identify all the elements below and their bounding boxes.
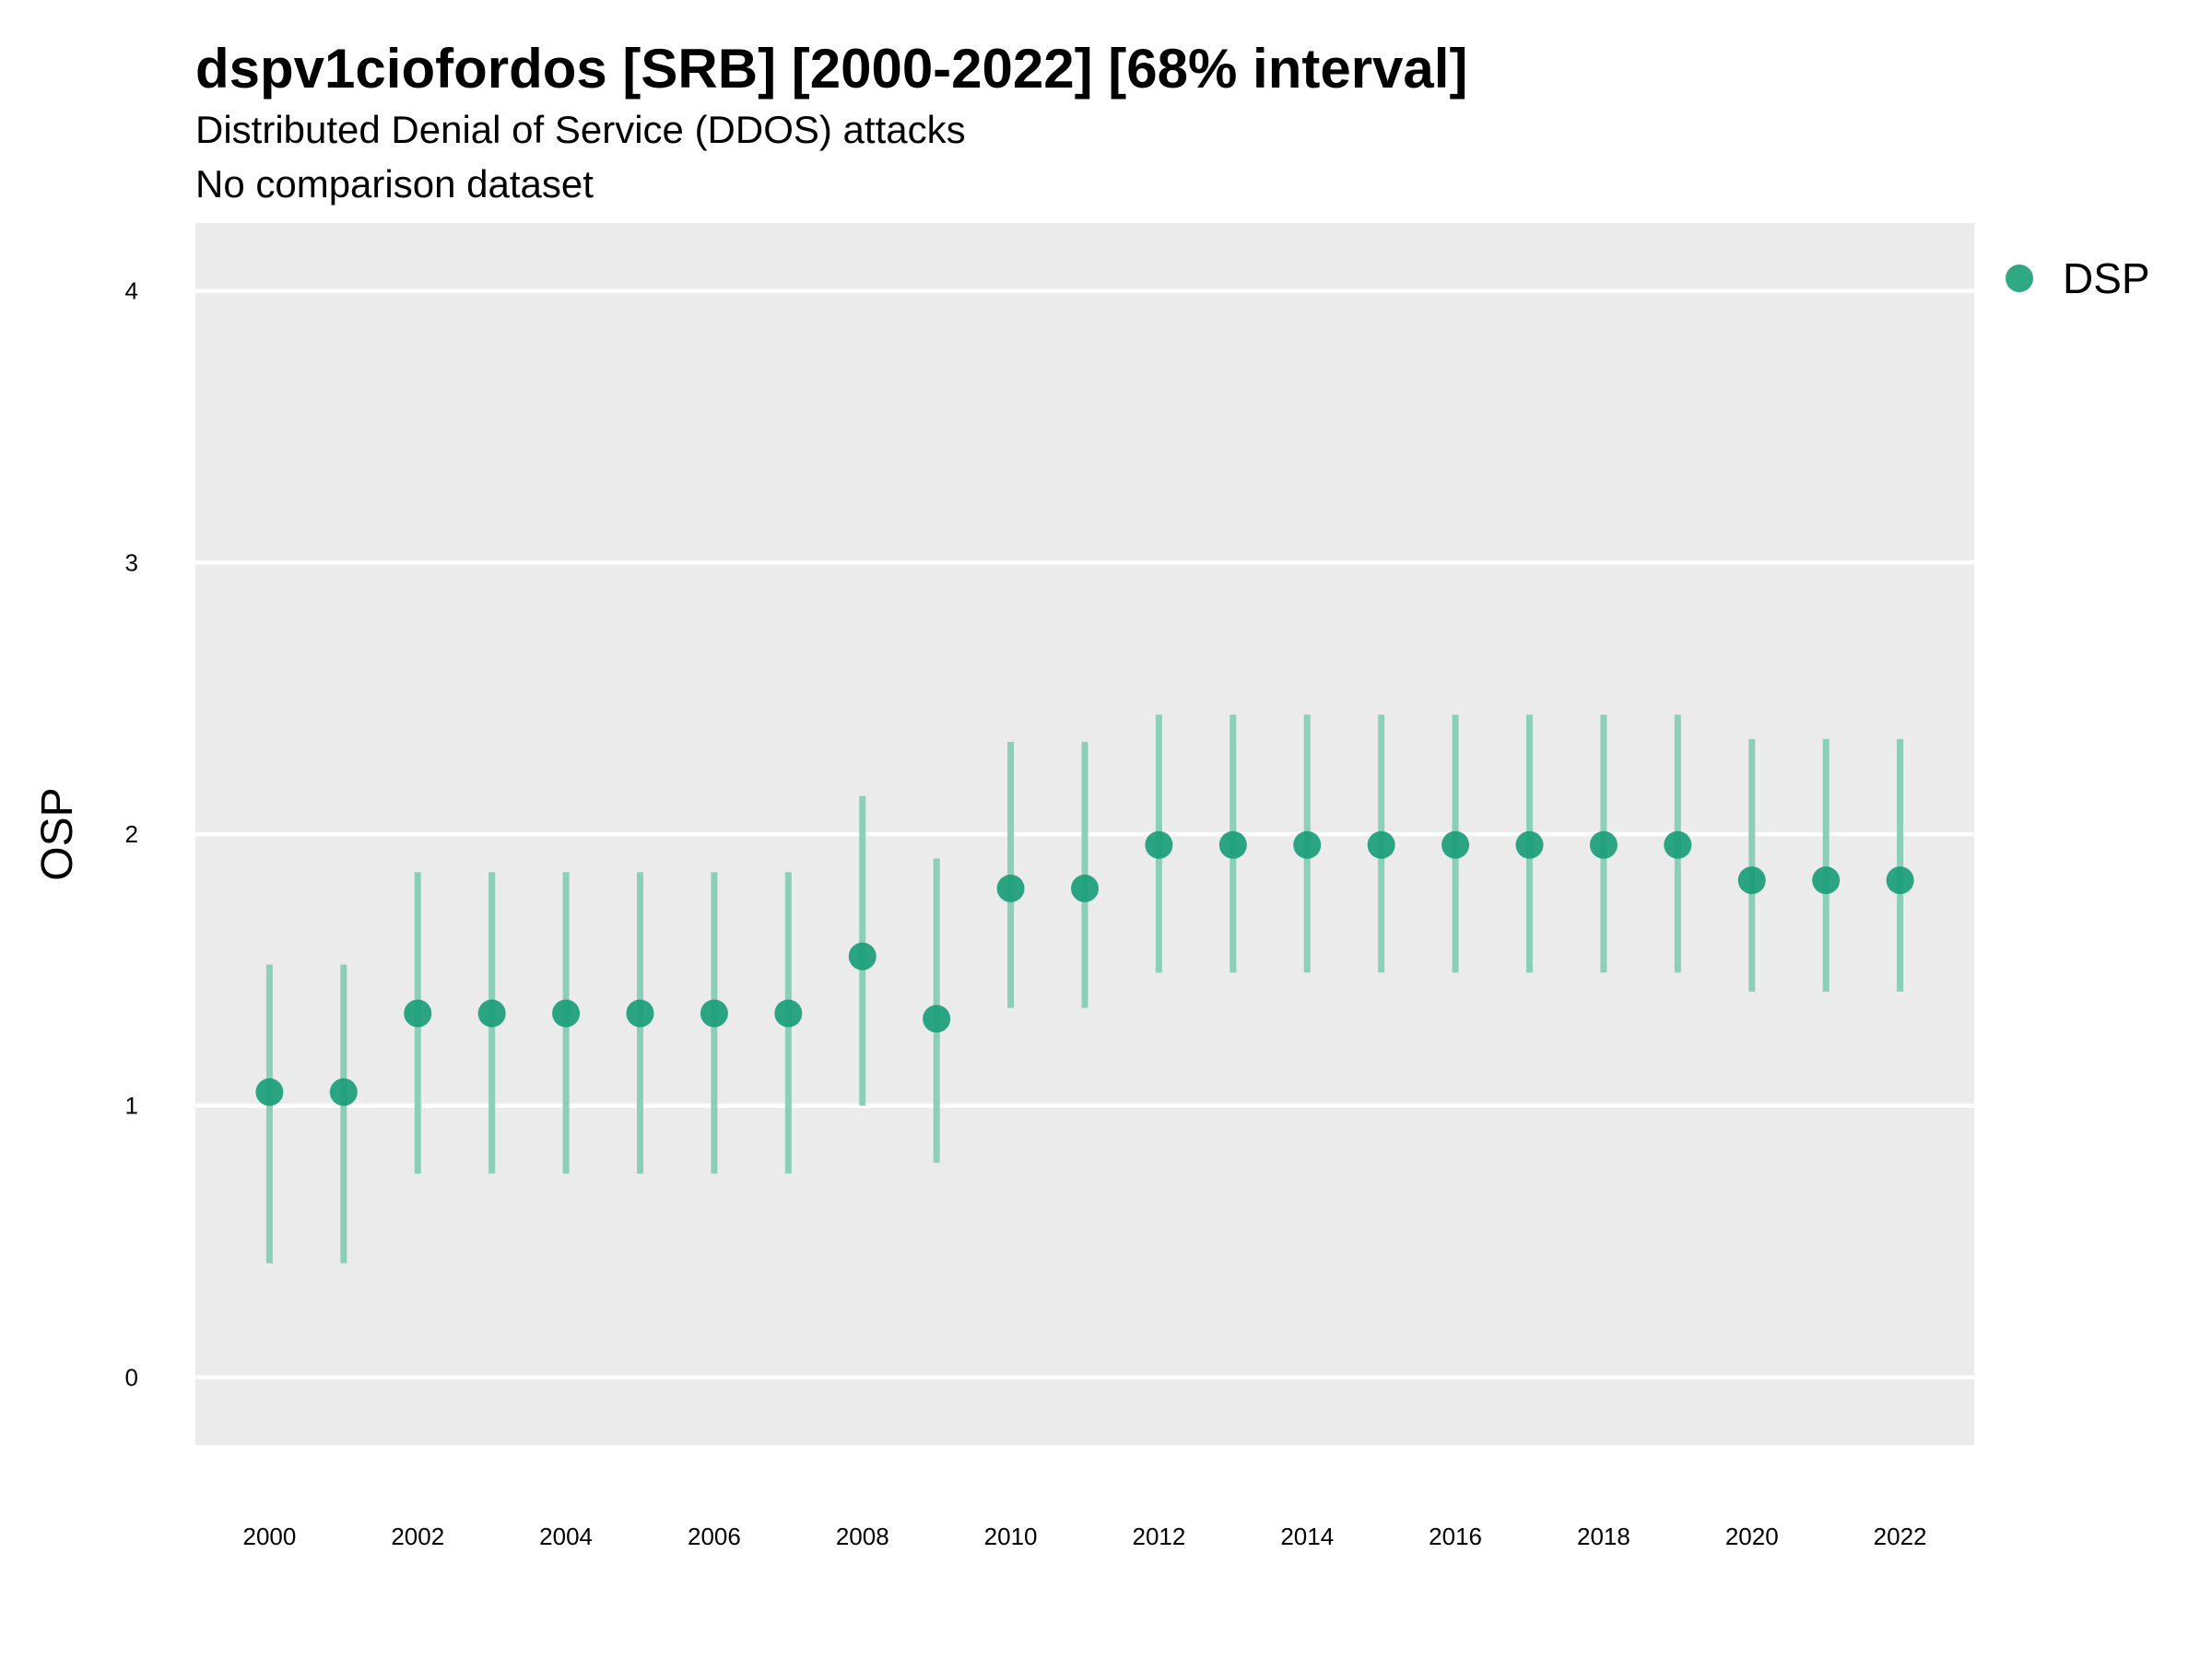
x-tick-label: 2018 — [1577, 1523, 1630, 1550]
point-2004 — [552, 999, 581, 1028]
y-tick-label: 4 — [125, 277, 138, 305]
y-tick-label: 3 — [125, 548, 138, 576]
legend-key-dsp — [2006, 265, 2033, 292]
point-2002 — [404, 999, 432, 1028]
point-2012 — [1145, 830, 1173, 859]
x-tick-label: 2010 — [984, 1523, 1038, 1550]
x-tick-label: 2022 — [1874, 1523, 1927, 1550]
x-tick-label: 2014 — [1280, 1523, 1334, 1550]
y-tick-label: 1 — [125, 1092, 138, 1120]
x-axis-ticks: 2000 2002 2004 2006 2008 2010 2012 2014 2016 2018… — [242, 1523, 1926, 1550]
point-2014 — [1293, 830, 1322, 859]
point-2011 — [1071, 874, 1099, 902]
point-2016 — [1441, 830, 1470, 859]
x-tick-label: 2020 — [1725, 1523, 1779, 1550]
point-2017 — [1515, 830, 1544, 859]
y-tick-label: 2 — [125, 820, 138, 848]
point-2013 — [1218, 830, 1247, 859]
x-tick-label: 2016 — [1429, 1523, 1482, 1550]
point-2019 — [1664, 830, 1692, 859]
x-tick-label: 2000 — [242, 1523, 296, 1550]
point-2008 — [848, 942, 877, 971]
point-2015 — [1367, 830, 1395, 859]
y-axis-label: OSP — [33, 787, 82, 880]
point-2007 — [774, 999, 803, 1028]
data-points — [255, 830, 1914, 1106]
point-2010 — [996, 874, 1025, 902]
chart-caption: No comparison dataset — [195, 162, 594, 206]
point-2006 — [700, 999, 728, 1028]
x-tick-label: 2002 — [391, 1523, 444, 1550]
chart-title: dspv1ciofordos [SRB] [2000-2022] [68% in… — [195, 38, 1467, 100]
point-2001 — [329, 1077, 358, 1106]
x-tick-label: 2012 — [1132, 1523, 1185, 1550]
point-2021 — [1812, 866, 1841, 895]
point-2005 — [626, 999, 654, 1028]
legend: DSP — [2006, 254, 2150, 302]
chart-subtitle: Distributed Denial of Service (DDOS) att… — [195, 108, 966, 151]
x-tick-label: 2008 — [836, 1523, 889, 1550]
point-2020 — [1737, 866, 1766, 895]
point-2022 — [1886, 866, 1914, 895]
point-2009 — [923, 1005, 951, 1033]
y-axis-ticks: 0 1 2 3 4 — [125, 277, 138, 1392]
point-2000 — [255, 1077, 284, 1106]
x-tick-label: 2004 — [539, 1523, 593, 1550]
point-2003 — [477, 999, 506, 1028]
point-2018 — [1589, 830, 1618, 859]
legend-label-dsp: DSP — [2063, 254, 2150, 302]
y-tick-label: 0 — [125, 1363, 138, 1391]
x-tick-label: 2006 — [688, 1523, 741, 1550]
